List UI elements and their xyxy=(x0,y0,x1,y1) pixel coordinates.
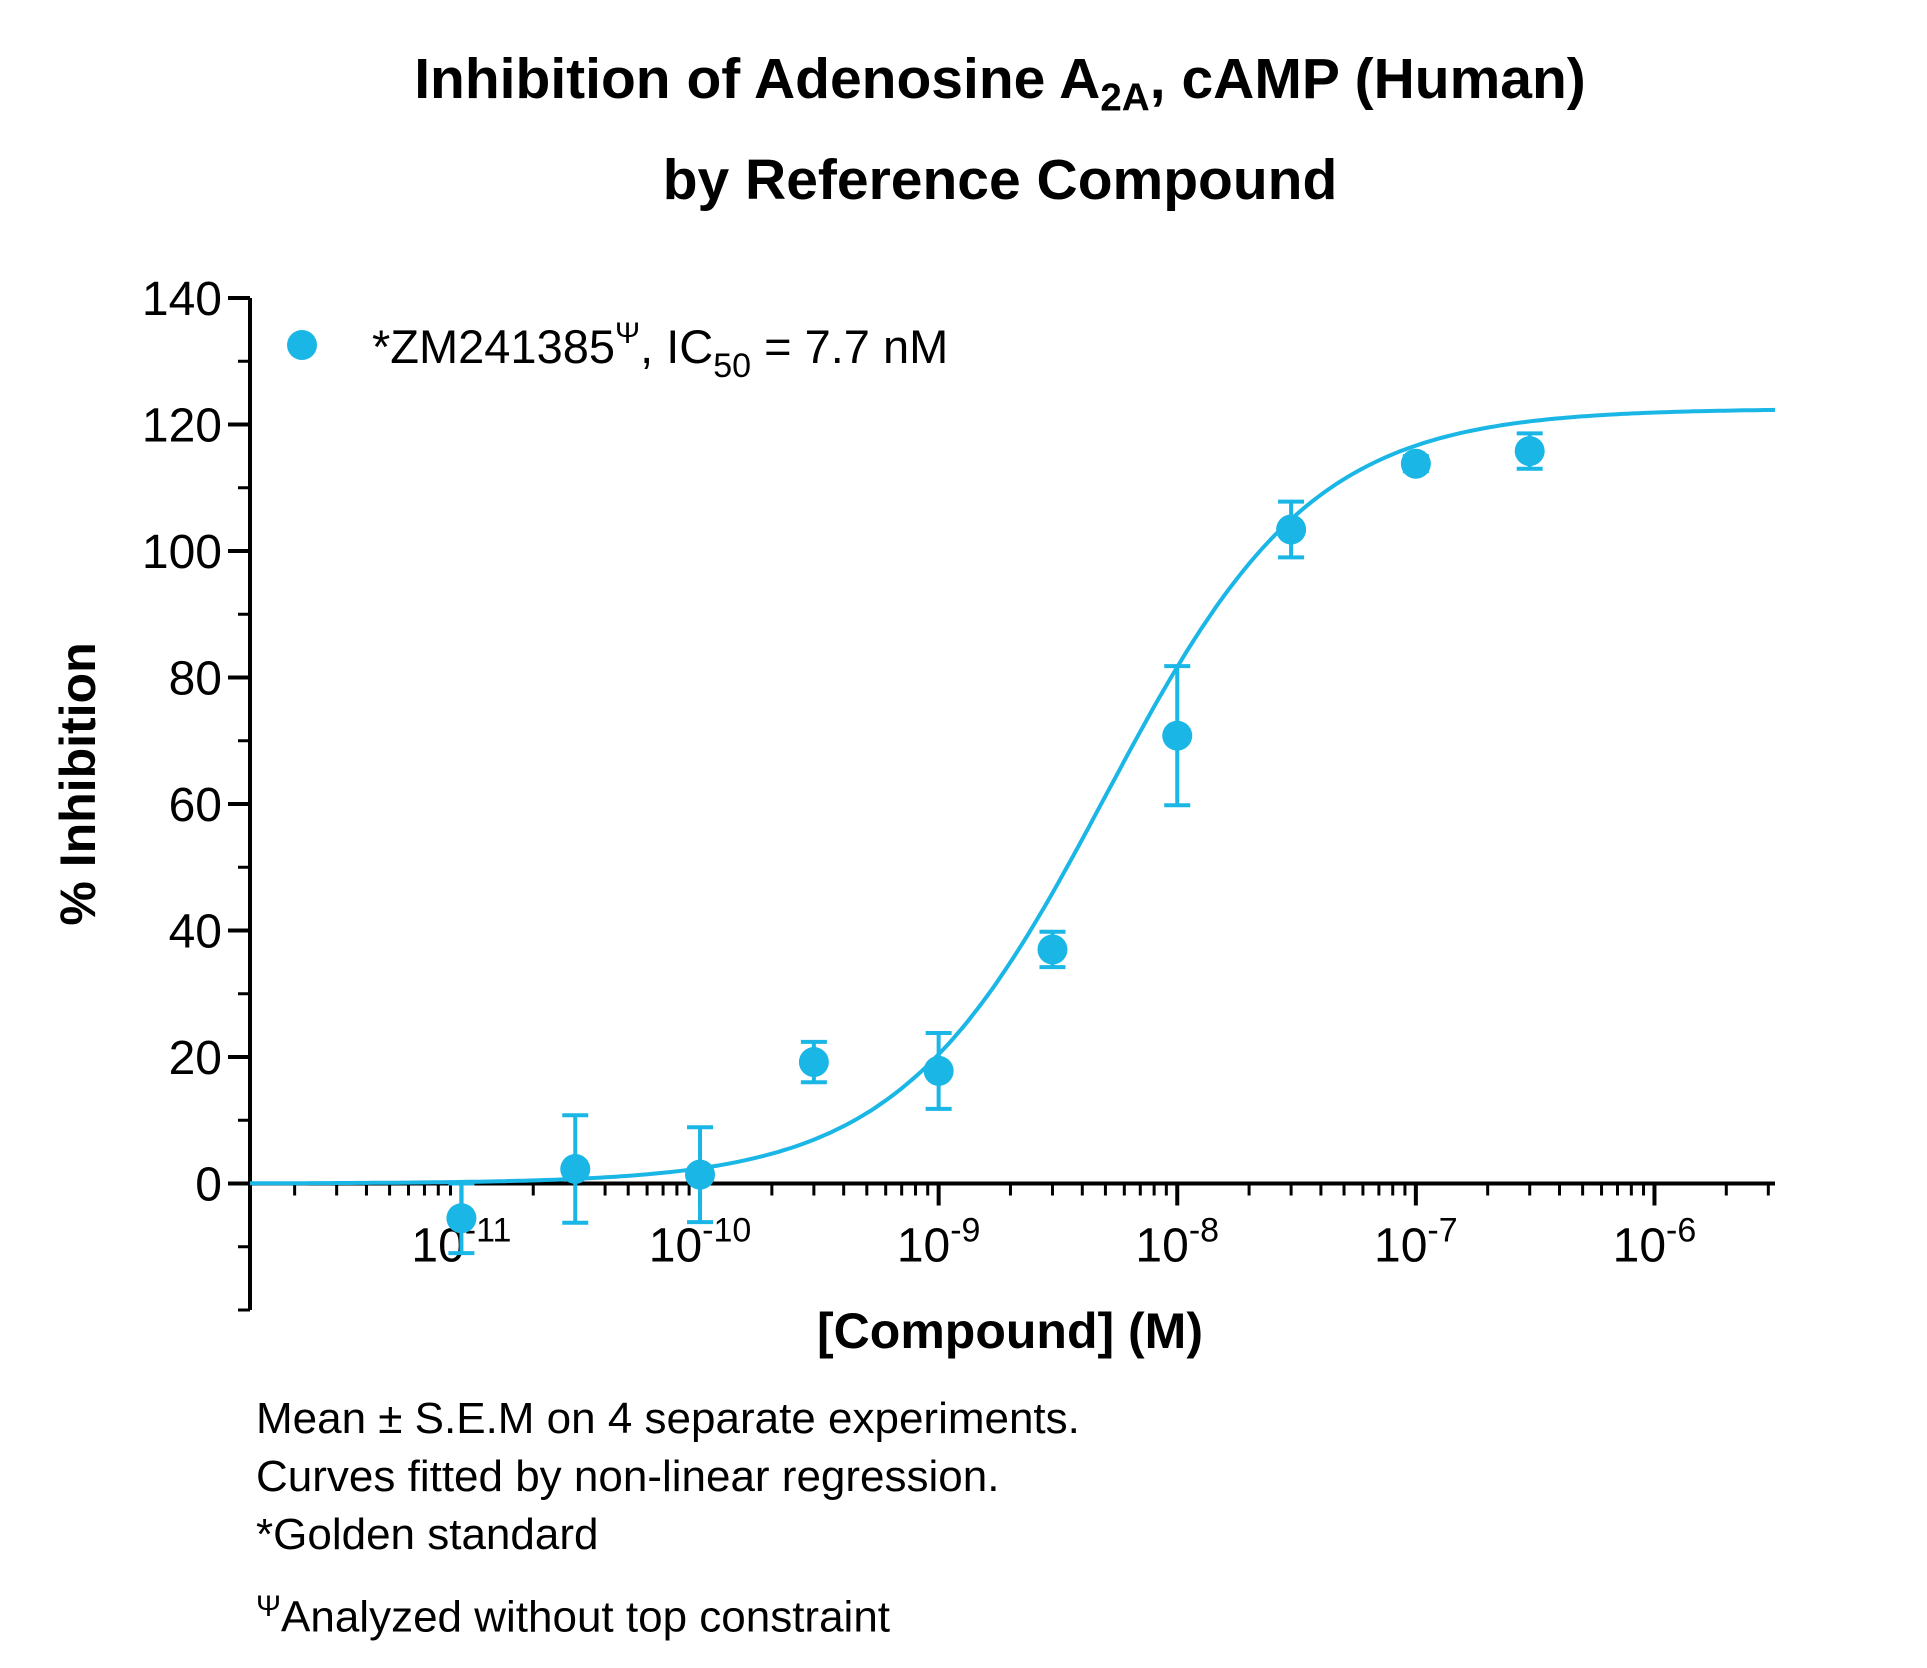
data-point-group xyxy=(1514,431,1545,471)
data-point xyxy=(923,1055,954,1086)
fit-curve-layer xyxy=(250,407,1776,1186)
chart-title: Inhibition of Adenosine A2A, cAMP (Human… xyxy=(0,38,1927,221)
footnote-stats: Mean ± S.E.M on 4 separate experiments. xyxy=(256,1394,1080,1443)
y-tick-label: 100 xyxy=(142,526,222,579)
data-point xyxy=(1400,448,1431,479)
x-tick-label: 10-7 xyxy=(1374,1212,1458,1273)
legend: *ZM241385Ψ, IC50 = 7.7 nM xyxy=(287,317,948,385)
data-point xyxy=(446,1203,477,1234)
x-tick-label: 10-6 xyxy=(1613,1212,1697,1273)
y-tick-label: 120 xyxy=(142,400,222,453)
data-points-layer xyxy=(446,431,1545,1256)
data-point xyxy=(685,1159,716,1190)
data-point-group xyxy=(1400,448,1431,479)
y-tick-label: 20 xyxy=(169,1032,222,1085)
chart-title-line1: Inhibition of Adenosine A2A, cAMP (Human… xyxy=(414,47,1586,120)
data-point-group xyxy=(560,1113,591,1225)
footnote-golden: *Golden standard xyxy=(256,1510,599,1559)
footnote-fit: Curves fitted by non-linear regression. xyxy=(256,1452,1000,1501)
data-point-group xyxy=(1162,664,1193,808)
data-point-group xyxy=(685,1125,716,1225)
footnotes: Mean ± S.E.M on 4 separate experiments. … xyxy=(256,1390,1080,1647)
x-tick-label: 10-11 xyxy=(411,1212,511,1273)
data-point xyxy=(1037,934,1068,965)
axes: 0 20 40 60 80 100 120 140 10-11 10-10 10-9 10-8 10-7… xyxy=(142,273,1775,1312)
legend-entry: *ZM241385Ψ, IC50 = 7.7 nM xyxy=(372,317,948,385)
data-point xyxy=(1162,720,1193,751)
legend-marker xyxy=(287,330,317,360)
y-tick-label: 0 xyxy=(195,1159,222,1212)
data-point xyxy=(560,1153,591,1184)
dose-response-chart: 0 20 40 60 80 100 120 140 10-11 10-10 10-9 10-8 10-7… xyxy=(50,273,1776,1359)
fit-curve xyxy=(250,407,1776,1186)
chart-title-line2: by Reference Compound xyxy=(662,148,1338,213)
legend-sup: Ψ xyxy=(615,317,640,350)
y-tick-label: 80 xyxy=(169,653,222,706)
y-axis-label: % Inhibition xyxy=(50,642,106,925)
data-point-group xyxy=(798,1039,829,1085)
x-tick-label: 10-10 xyxy=(649,1212,752,1273)
data-point xyxy=(798,1047,829,1078)
x-tick-label: 10-9 xyxy=(897,1212,981,1273)
y-tick-label: 60 xyxy=(169,779,222,832)
data-point-group xyxy=(1037,929,1068,970)
data-point-group xyxy=(446,1181,477,1256)
y-tick-label: 40 xyxy=(169,906,222,959)
data-point xyxy=(1514,436,1545,467)
data-point xyxy=(1276,514,1307,545)
data-point-group xyxy=(1276,499,1307,560)
data-point-group xyxy=(923,1030,954,1111)
footnote-top-constraint: ΨAnalyzed without top constraint xyxy=(256,1590,891,1642)
legend-sub: 50 xyxy=(713,347,751,385)
y-tick-label: 140 xyxy=(142,273,222,326)
x-tick-label: 10-8 xyxy=(1135,1212,1219,1273)
x-axis-label: [Compound] (M) xyxy=(817,1303,1203,1359)
